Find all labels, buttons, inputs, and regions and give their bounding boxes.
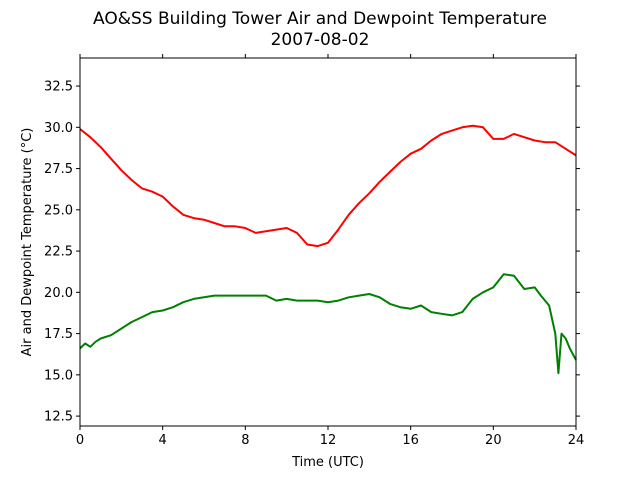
series-layer: [79, 124, 577, 375]
y-tick-label: 25.0: [44, 203, 73, 218]
plot-frame: [79, 57, 577, 427]
y-axis-label: Air and Dewpoint Temperature (°C): [20, 128, 35, 357]
y-tick-label: 32.5: [44, 80, 73, 95]
chart-title: AO&SS Building Tower Air and Dewpoint Te…: [93, 9, 547, 29]
x-tick-label: 16: [402, 433, 419, 448]
x-tick-label: 20: [485, 433, 502, 448]
series-line-1: [79, 273, 577, 375]
x-tick-label: 24: [568, 433, 585, 448]
y-tick-label: 12.5: [44, 410, 73, 425]
x-tick-label: 0: [76, 433, 84, 448]
chart-subtitle: 2007-08-02: [271, 30, 370, 50]
y-tick-label: 30.0: [44, 121, 73, 136]
y-tick-label: 27.5: [44, 162, 73, 177]
y-tick-label: 20.0: [44, 286, 73, 301]
x-tick-label: 12: [320, 433, 337, 448]
y-tick-label: 15.0: [44, 368, 73, 383]
y-axis-ticks: 12.5 15.0 17.5 20.0 22.5 25.0 27.5 30.0 32.5: [44, 80, 580, 425]
series-line-0: [79, 124, 577, 248]
x-tick-label: 4: [159, 433, 167, 448]
x-axis-label: Time (UTC): [291, 455, 364, 470]
x-axis-ticks: 0 4 8 12 16 20 24: [76, 54, 584, 448]
x-tick-label: 8: [241, 433, 249, 448]
y-tick-label: 22.5: [44, 245, 73, 260]
y-tick-label: 17.5: [44, 327, 73, 342]
